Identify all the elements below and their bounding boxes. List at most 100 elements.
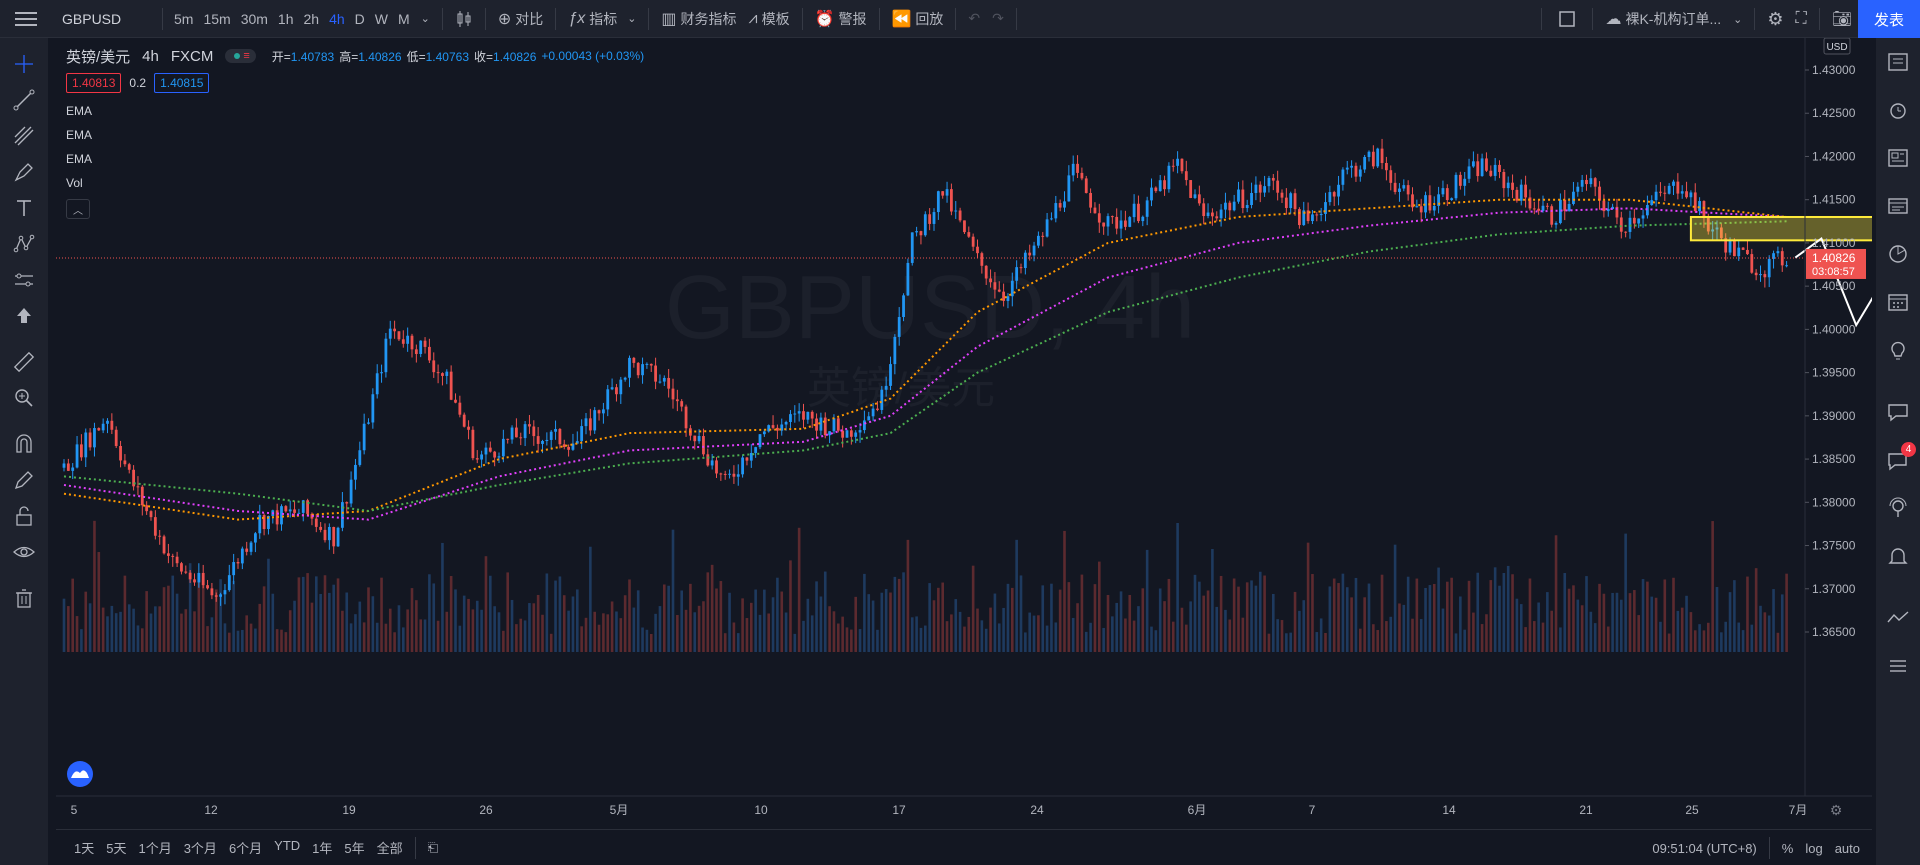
fib-tool[interactable] [0,118,48,154]
prediction-tool[interactable] [0,262,48,298]
zoom-tool[interactable] [0,380,48,416]
financials-button[interactable]: ▥ 财务指标 [655,0,742,38]
interval-5m[interactable]: 5m [174,10,194,27]
range-button-2[interactable]: 1个月 [138,841,172,856]
chart-pane[interactable]: GBPUSD, 4h 英镑/美元 1.43000 1.42500 1.42000 1.41… [56,38,1872,826]
alert-button[interactable]: ⏰ 警报 [809,0,873,38]
crosshair-tool[interactable] [0,46,48,82]
candle-body [967,232,971,237]
hide-tool[interactable] [0,534,48,570]
range-button-4[interactable]: 6个月 [228,841,263,856]
range-button-6[interactable]: 1年 [312,841,333,856]
volume-bar [1185,624,1188,652]
volume-bar [932,600,936,652]
layout-name-button[interactable]: ☁ 裸K-机构订单... ⌄ [1599,0,1748,38]
calendar-button[interactable] [1876,278,1920,326]
range-button-5[interactable]: YTD [274,838,301,853]
streams-button[interactable] [1876,484,1920,532]
volume-bar [828,606,831,652]
undo-button[interactable]: ↶ [968,10,981,26]
go-to-date-button[interactable]: ⎗ [422,840,444,856]
volume-bar [1598,583,1601,652]
interval-1h[interactable]: 1h [277,10,294,27]
indicator-legend-ema[interactable]: EMA [66,104,93,118]
remove-drawings-tool[interactable] [0,580,48,616]
interval-30m[interactable]: 30m [240,10,268,27]
percent-scale-toggle[interactable]: % [1781,840,1794,856]
icon-tool[interactable] [0,298,48,334]
volume-bar [206,626,209,652]
symbol-search-button[interactable]: GBPUSD [62,10,122,27]
log-scale-toggle[interactable]: log [1805,840,1823,856]
volume-bar [545,573,549,652]
interval-w[interactable]: W [374,10,388,27]
data-window-button[interactable] [1876,182,1920,230]
clock-readout[interactable]: 09:51:04 (UTC+8) [1652,840,1757,856]
price-chart[interactable]: GBPUSD, 4h 英镑/美元 1.43000 1.42500 1.42000 1.41… [56,38,1872,826]
range-button-8[interactable]: 全部 [376,841,403,856]
notifications-button[interactable]: 4 [1876,436,1920,484]
range-button-0[interactable]: 1天 [74,841,95,856]
interval-15m[interactable]: 15m [203,10,231,27]
interval-4h[interactable]: 4h [329,10,345,27]
candle-body [397,331,401,340]
brush-tool[interactable] [0,154,48,190]
range-button-7[interactable]: 5年 [344,841,365,856]
chats-button[interactable] [1876,388,1920,436]
stay-drawing-tool[interactable] [0,462,48,498]
volume-bar [1663,579,1667,652]
snapshot-button[interactable]: 📷︎ [1826,0,1858,38]
chart-type-button[interactable] [449,0,479,38]
lock-tool[interactable] [0,498,48,534]
market-status-badge[interactable]: ≡ [225,49,256,63]
settings-button[interactable]: ⚙ [1761,0,1789,38]
news-button[interactable] [1876,134,1920,182]
collapse-legend-button[interactable]: ︿ [66,199,90,219]
bell-button[interactable] [1876,532,1920,580]
interval-2h[interactable]: 2h [303,10,320,27]
menu-icon[interactable] [0,0,52,38]
indicator-legend-ema[interactable]: EMA [66,152,93,166]
dom-button[interactable] [1876,642,1920,690]
trend-line-tool[interactable] [0,82,48,118]
candle-body [506,438,510,440]
measure-tool[interactable] [0,344,48,380]
candle-body [1398,188,1401,192]
compare-button[interactable]: ⊕ 对比 [492,0,549,38]
volume-bar [497,612,501,652]
indicator-legend-ema[interactable]: EMA [66,128,93,142]
trading-panel-button[interactable] [1876,594,1920,642]
alerts-button[interactable] [1876,86,1920,134]
magnet-tool[interactable] [0,426,48,462]
publish-button[interactable]: 发表 [1858,0,1920,38]
interval-m[interactable]: M [398,10,410,27]
text-tool[interactable] [0,190,48,226]
volume-bar [1620,599,1623,652]
volume-bar [241,629,244,652]
legend-symbol-title[interactable]: 英镑/美元 [66,48,131,66]
volume-bar [950,614,953,652]
volume-bar [1672,577,1675,652]
indicators-button[interactable]: ƒx 指标 ⌄ [562,0,642,38]
redo-button[interactable]: ↷ [992,10,1004,26]
sell-price-button[interactable]: 1.40813 [66,73,122,93]
fullscreen-button[interactable]: ⛶ [1789,0,1812,38]
watchlist-button[interactable] [1876,38,1920,86]
layout-select-button[interactable] [1548,0,1586,38]
volume-bar [1585,576,1588,652]
auto-scale-toggle[interactable]: auto [1834,840,1860,856]
range-button-3[interactable]: 3个月 [183,841,217,856]
range-button-1[interactable]: 5天 [106,841,127,856]
volume-bar [71,578,74,652]
ideas-button[interactable] [1876,326,1920,374]
volume-bar [1467,580,1471,652]
templates-button[interactable]: ⩘ 模板 [743,0,796,38]
hotlists-button[interactable] [1876,230,1920,278]
indicator-legend-vol[interactable]: Vol [66,176,83,190]
pattern-tool[interactable] [0,226,48,262]
interval-dropdown-icon[interactable]: ⌄ [420,13,430,25]
replay-button[interactable]: ⏪ 回放 [886,0,950,38]
candle-body [1358,169,1362,177]
buy-price-button[interactable]: 1.40815 [154,73,210,93]
interval-d[interactable]: D [354,10,365,27]
